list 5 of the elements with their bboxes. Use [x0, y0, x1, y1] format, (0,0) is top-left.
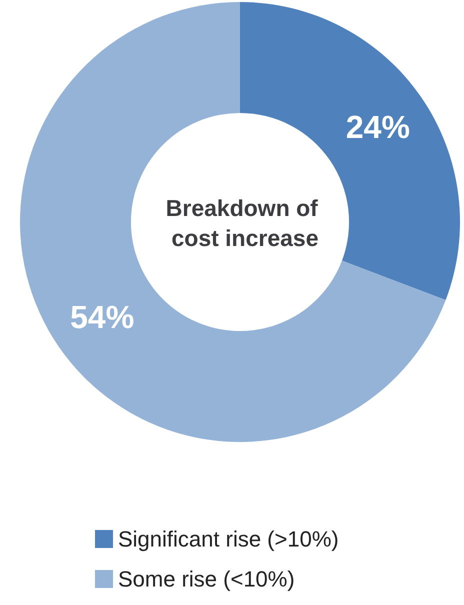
data-label: 24%: [346, 108, 410, 145]
data-label: 54%: [70, 299, 134, 336]
legend-label: Some rise (<10%): [118, 566, 295, 592]
text: Breakdown of cost increase: [166, 195, 324, 251]
legend-label: Significant rise (>10%): [118, 526, 339, 552]
